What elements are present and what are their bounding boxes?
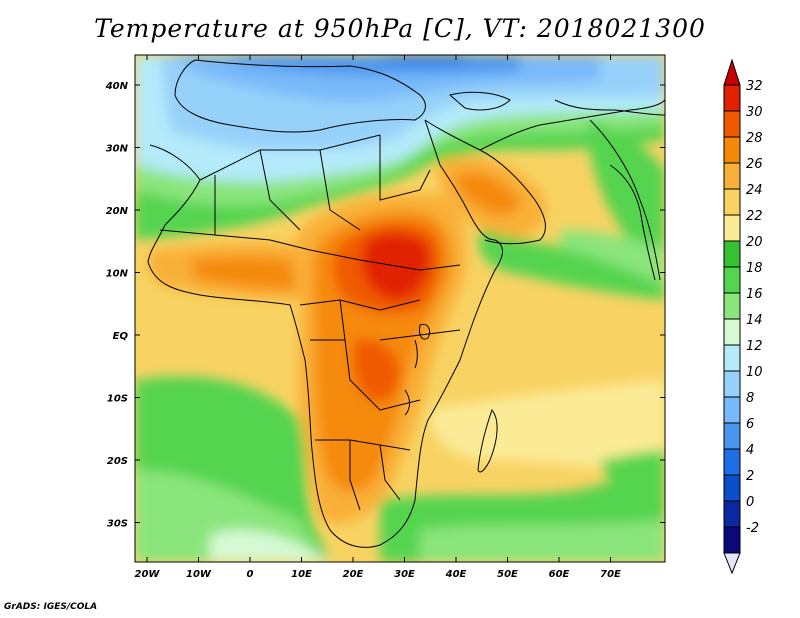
colorbar-max-arrow [723, 58, 741, 86]
map-frame [134, 54, 666, 563]
lon-label: 10E [291, 569, 312, 580]
colorbar-swatch [723, 240, 741, 268]
map-title: Temperature at 950hPa [C], VT: 201802130… [94, 14, 706, 43]
colorbar-label: 16 [746, 287, 763, 302]
colorbar-swatch [723, 214, 741, 242]
lon-label: 30E [394, 569, 415, 580]
grads-credit: GrADS: IGES/COLA [4, 602, 98, 612]
colorbar-label: 12 [746, 339, 763, 354]
colorbar-swatch [723, 318, 741, 346]
lat-label: 20N [106, 206, 129, 217]
colorbar-swatch [723, 188, 741, 216]
lat-label: 20S [107, 456, 128, 467]
colorbar-swatch [723, 84, 741, 112]
lat-label: 40N [105, 81, 129, 92]
lon-label: 50E [497, 569, 518, 580]
colorbar-swatch [723, 292, 741, 320]
lon-label: 0 [247, 569, 254, 580]
colorbar-swatch [723, 500, 741, 528]
colorbar-label: 10 [746, 365, 763, 380]
colorbar-label: 6 [746, 417, 754, 432]
lon-label: 40E [445, 569, 467, 580]
lat-label: 30S [107, 519, 128, 530]
colorbar-label: 22 [746, 209, 763, 224]
lat-label: EQ [113, 331, 129, 342]
colorbar-swatch [723, 110, 741, 138]
colorbar-label: 24 [746, 183, 763, 198]
colorbar-swatch [723, 448, 741, 476]
lon-label: 10W [186, 569, 212, 580]
colorbar-swatch [723, 370, 741, 398]
colorbar-label: 14 [746, 313, 763, 328]
colorbar-min-arrow [723, 552, 741, 575]
colorbar-label: 28 [746, 131, 763, 146]
lon-label: 60E [549, 569, 570, 580]
lon-label: 20E [343, 569, 364, 580]
colorbar-swatch [723, 266, 741, 294]
colorbar-label: 2 [746, 469, 754, 484]
lat-label: 10N [106, 269, 129, 280]
colorbar-label: 18 [746, 261, 763, 276]
colorbar-label: -2 [746, 521, 759, 536]
colorbar-swatch [723, 396, 741, 424]
temperature-field [135, 55, 665, 562]
colorbar-label: 30 [746, 105, 763, 120]
colorbar-label: 0 [746, 495, 754, 510]
colorbar-label: 26 [746, 157, 763, 172]
lat-label: 30N [106, 144, 129, 155]
colorbar-label: 20 [746, 235, 763, 250]
colorbar-label: 4 [746, 443, 754, 458]
lat-label: 10S [107, 394, 128, 405]
colorbar-swatch [723, 136, 741, 164]
colorbar-swatch [723, 422, 741, 450]
colorbar-label: 8 [746, 391, 754, 406]
lon-label: 20W [135, 569, 161, 580]
colorbar-swatch [723, 162, 741, 190]
lon-label: 70E [600, 569, 621, 580]
colorbar-swatch [723, 344, 741, 372]
colorbar-label: 32 [746, 79, 763, 94]
colorbar-swatch [723, 526, 741, 554]
colorbar-swatch [723, 474, 741, 502]
